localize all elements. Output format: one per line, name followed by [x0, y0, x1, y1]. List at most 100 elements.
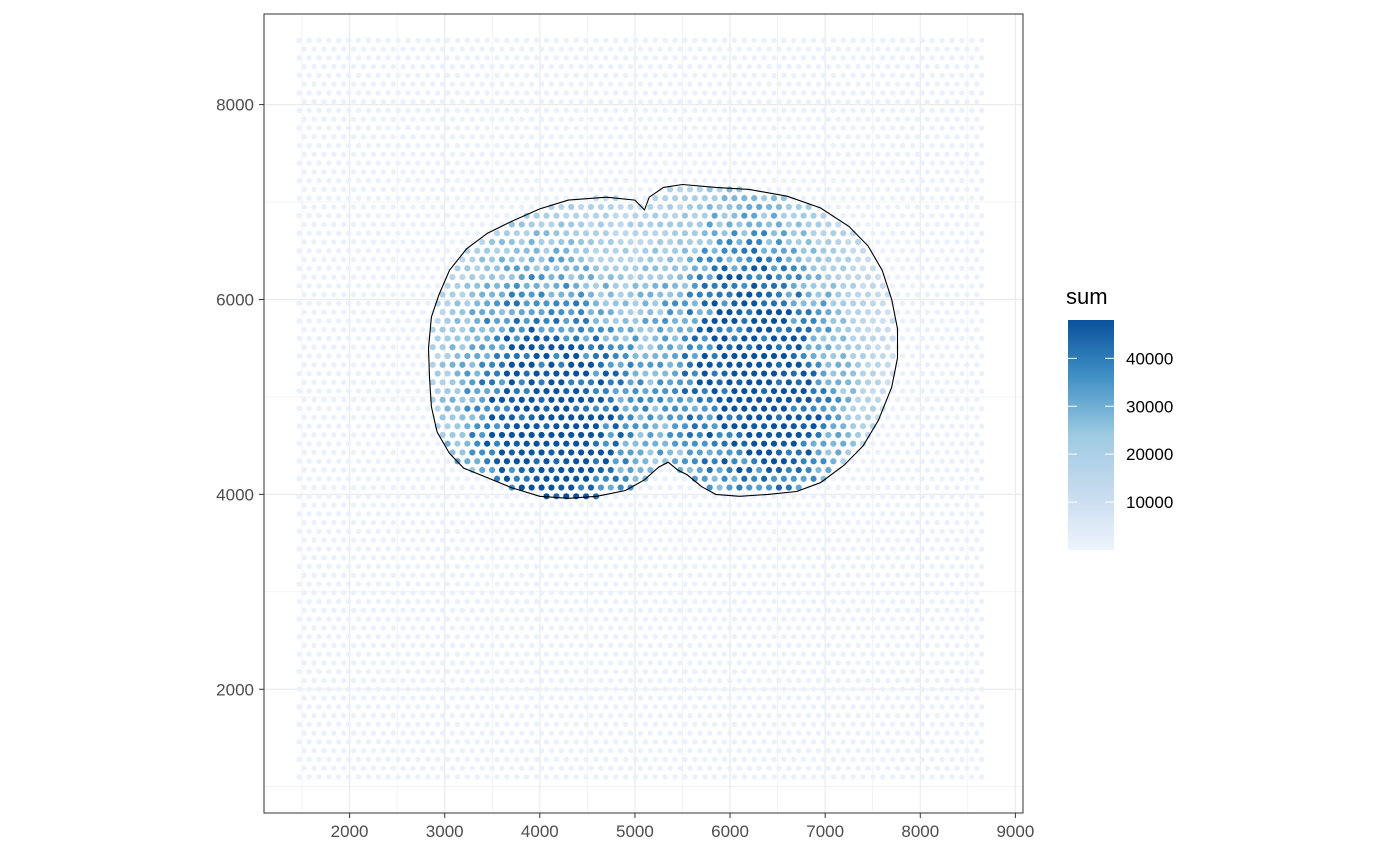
- background-spot: [637, 712, 644, 719]
- tissue-spot: [701, 387, 708, 395]
- tissue-spot: [538, 361, 545, 368]
- background-spot: [578, 590, 584, 596]
- background-spot: [563, 546, 569, 552]
- background-spot: [929, 195, 935, 201]
- background-spot: [583, 598, 589, 605]
- background-spot: [296, 774, 302, 780]
- background-spot: [499, 677, 505, 684]
- tissue-spot: [711, 230, 718, 237]
- tissue-spot: [671, 212, 679, 219]
- background-spot: [420, 590, 426, 596]
- background-spot: [979, 318, 985, 324]
- background-spot: [410, 484, 416, 491]
- tissue-spot: [731, 317, 738, 325]
- background-spot: [642, 739, 649, 745]
- background-spot: [751, 528, 757, 535]
- background-spot: [425, 598, 431, 605]
- background-spot: [504, 581, 510, 587]
- background-spot: [949, 686, 955, 692]
- background-spot: [365, 528, 372, 535]
- background-spot: [316, 616, 322, 622]
- background-spot: [598, 151, 604, 158]
- background-spot: [845, 519, 851, 526]
- background-spot: [370, 449, 377, 456]
- background-spot: [608, 555, 614, 561]
- background-spot: [573, 511, 579, 517]
- background-spot: [341, 344, 347, 350]
- background-spot: [331, 344, 337, 350]
- tissue-spot: [805, 273, 812, 281]
- background-spot: [776, 712, 782, 719]
- background-spot: [390, 730, 396, 736]
- background-spot: [326, 160, 332, 166]
- background-spot: [464, 230, 471, 236]
- background-spot: [415, 476, 421, 482]
- background-spot: [954, 625, 960, 631]
- background-spot: [707, 519, 713, 526]
- tissue-spot: [493, 230, 501, 237]
- background-spot: [800, 721, 807, 728]
- tissue-spot: [770, 440, 778, 447]
- background-spot: [331, 186, 337, 193]
- tissue-spot: [706, 344, 713, 351]
- background-spot: [627, 537, 634, 543]
- background-spot: [568, 151, 574, 158]
- background-spot: [321, 379, 327, 386]
- background-spot: [434, 230, 441, 236]
- background-spot: [850, 458, 856, 464]
- tissue-spot: [726, 396, 733, 403]
- background-spot: [642, 756, 649, 763]
- background-spot: [444, 633, 451, 640]
- background-spot: [825, 747, 832, 754]
- background-spot: [805, 519, 812, 526]
- tissue-spot: [790, 247, 797, 254]
- background-spot: [504, 177, 510, 184]
- tissue-spot: [632, 405, 639, 412]
- background-spot: [904, 502, 911, 508]
- background-spot: [365, 563, 372, 570]
- background-spot: [390, 432, 396, 438]
- background-spot: [662, 598, 668, 605]
- background-spot: [800, 598, 807, 605]
- background-spot: [647, 502, 654, 508]
- background-spot: [687, 625, 693, 631]
- background-spot: [820, 686, 827, 692]
- background-spot: [355, 598, 362, 605]
- tissue-spot: [681, 247, 689, 254]
- background-spot: [484, 581, 490, 587]
- tissue-spot: [592, 458, 600, 465]
- tissue-spot: [736, 273, 743, 281]
- background-spot: [499, 660, 505, 666]
- tissue-spot: [765, 273, 773, 281]
- background-spot: [707, 607, 713, 614]
- tissue-spot: [607, 309, 614, 316]
- background-spot: [959, 353, 965, 359]
- background-spot: [746, 642, 752, 649]
- tissue-spot: [731, 335, 738, 342]
- background-spot: [974, 362, 980, 368]
- background-spot: [380, 502, 386, 508]
- tissue-spot: [543, 370, 550, 377]
- tissue-spot: [513, 247, 520, 254]
- tissue-spot: [716, 256, 723, 263]
- background-spot: [810, 546, 817, 552]
- tissue-spot: [592, 423, 600, 430]
- tissue-spot: [662, 230, 669, 237]
- tissue-spot: [637, 273, 644, 281]
- background-spot: [652, 633, 658, 640]
- tissue-spot: [528, 291, 535, 298]
- background-spot: [375, 423, 382, 429]
- background-spot: [939, 721, 945, 728]
- background-spot: [899, 423, 906, 429]
- background-spot: [622, 493, 629, 500]
- tissue-spot: [746, 414, 753, 421]
- tissue-spot: [711, 212, 718, 219]
- tissue-spot: [464, 352, 471, 360]
- background-spot: [331, 572, 337, 578]
- background-spot: [964, 502, 970, 508]
- tissue-spot: [553, 370, 560, 377]
- background-spot: [341, 186, 347, 193]
- background-spot: [410, 642, 416, 649]
- background-spot: [964, 221, 970, 228]
- tissue-spot: [830, 370, 837, 377]
